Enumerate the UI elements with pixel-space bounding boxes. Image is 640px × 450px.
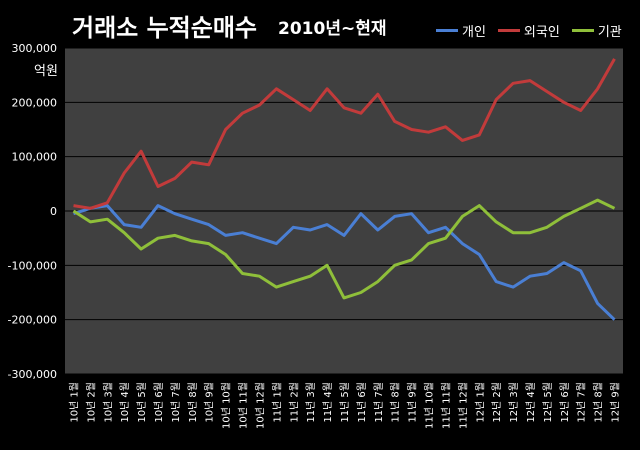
x-tick-label: 12년 4월	[525, 382, 537, 423]
legend-swatch-individual	[436, 29, 458, 32]
x-tick-label: 10년 12월	[254, 382, 266, 429]
legend-item-foreign: 외국인	[497, 21, 560, 40]
legend-label-foreign: 외국인	[523, 25, 560, 40]
y-axis-unit-label: 억원	[34, 64, 58, 79]
x-tick-label: 10년 7월	[170, 382, 182, 423]
x-tick-label: 11년 7월	[373, 382, 385, 423]
x-tick-label: 11년 6월	[356, 382, 368, 423]
series-line-0	[73, 204, 616, 321]
x-tick-label: 11년 5월	[339, 382, 351, 423]
x-tick-label: 10년 4월	[119, 382, 131, 423]
x-tick-label: 10년 10월	[221, 382, 233, 429]
x-tick-label: 11년 4월	[322, 382, 334, 423]
x-tick-label: 10년 9월	[204, 382, 216, 423]
y-tick-label: 200,000	[12, 96, 58, 109]
chart-subtitle: 2010년~현재	[278, 19, 387, 39]
legend-item-individual: 개인	[436, 21, 486, 40]
x-tick-label: 11년 2월	[288, 382, 300, 423]
legend-swatch-foreign	[497, 29, 520, 32]
x-tick-label: 10년 11월	[238, 382, 250, 429]
x-tick-label: 11년 8월	[390, 382, 402, 423]
x-tick-label: 11년 11월	[440, 382, 452, 429]
x-tick-label: 10년 3월	[102, 382, 114, 423]
gridlines	[65, 47, 623, 375]
x-tick-label: 10년 2월	[85, 382, 97, 423]
x-tick-label: 11년 3월	[305, 382, 317, 423]
legend-item-institution: 기관	[571, 21, 622, 40]
chart-title: 거래소 누적순매수	[72, 14, 257, 42]
legend: 개인 외국인 기관	[436, 21, 634, 40]
x-tick-label: 11년 1월	[271, 382, 283, 423]
legend-label-individual: 개인	[462, 25, 486, 40]
x-tick-label: 12년 3월	[508, 382, 520, 423]
x-tick-label: 12년 2월	[491, 382, 503, 423]
legend-label-institution: 기관	[597, 25, 622, 40]
x-tick-label: 11년 12월	[457, 382, 469, 429]
x-tick-label: 12년 5월	[542, 382, 554, 423]
x-tick-label: 10년 5월	[136, 382, 148, 423]
y-tick-label: -200,000	[8, 314, 57, 327]
x-tick-label: 12년 7월	[576, 382, 588, 423]
x-tick-label: 11년 10월	[424, 382, 436, 429]
x-tick-label: 12년 9월	[610, 382, 622, 423]
series-line-2	[72, 198, 616, 300]
legend-swatch-institution	[571, 29, 594, 32]
y-tick-labels: 300,000 200,000 100,000 0 -100,000 -200,000 -3…	[8, 42, 57, 381]
x-tick-label: 12년 1월	[474, 382, 486, 423]
x-tick-label: 12년 8월	[593, 382, 605, 423]
y-tick-label: 300,000	[12, 42, 58, 55]
x-tick-labels: 10년 1월 10년 2월 10년 3월 10년 4월 10년 5월 10년 6월 10년 …	[68, 382, 621, 429]
x-tick-label: 12년 6월	[559, 382, 571, 423]
y-tick-label: -100,000	[8, 259, 57, 272]
x-tick-label: 11년 9월	[407, 382, 419, 423]
y-tick-label: 100,000	[12, 151, 58, 164]
x-tick-label: 10년 1월	[68, 382, 80, 423]
y-tick-label: -300,000	[8, 368, 57, 381]
series-line-1	[73, 58, 616, 210]
x-tick-label: 10년 8월	[187, 382, 199, 423]
x-tick-label: 10년 6월	[153, 382, 165, 423]
series-lines	[72, 58, 616, 321]
y-tick-label: 0	[50, 205, 57, 218]
